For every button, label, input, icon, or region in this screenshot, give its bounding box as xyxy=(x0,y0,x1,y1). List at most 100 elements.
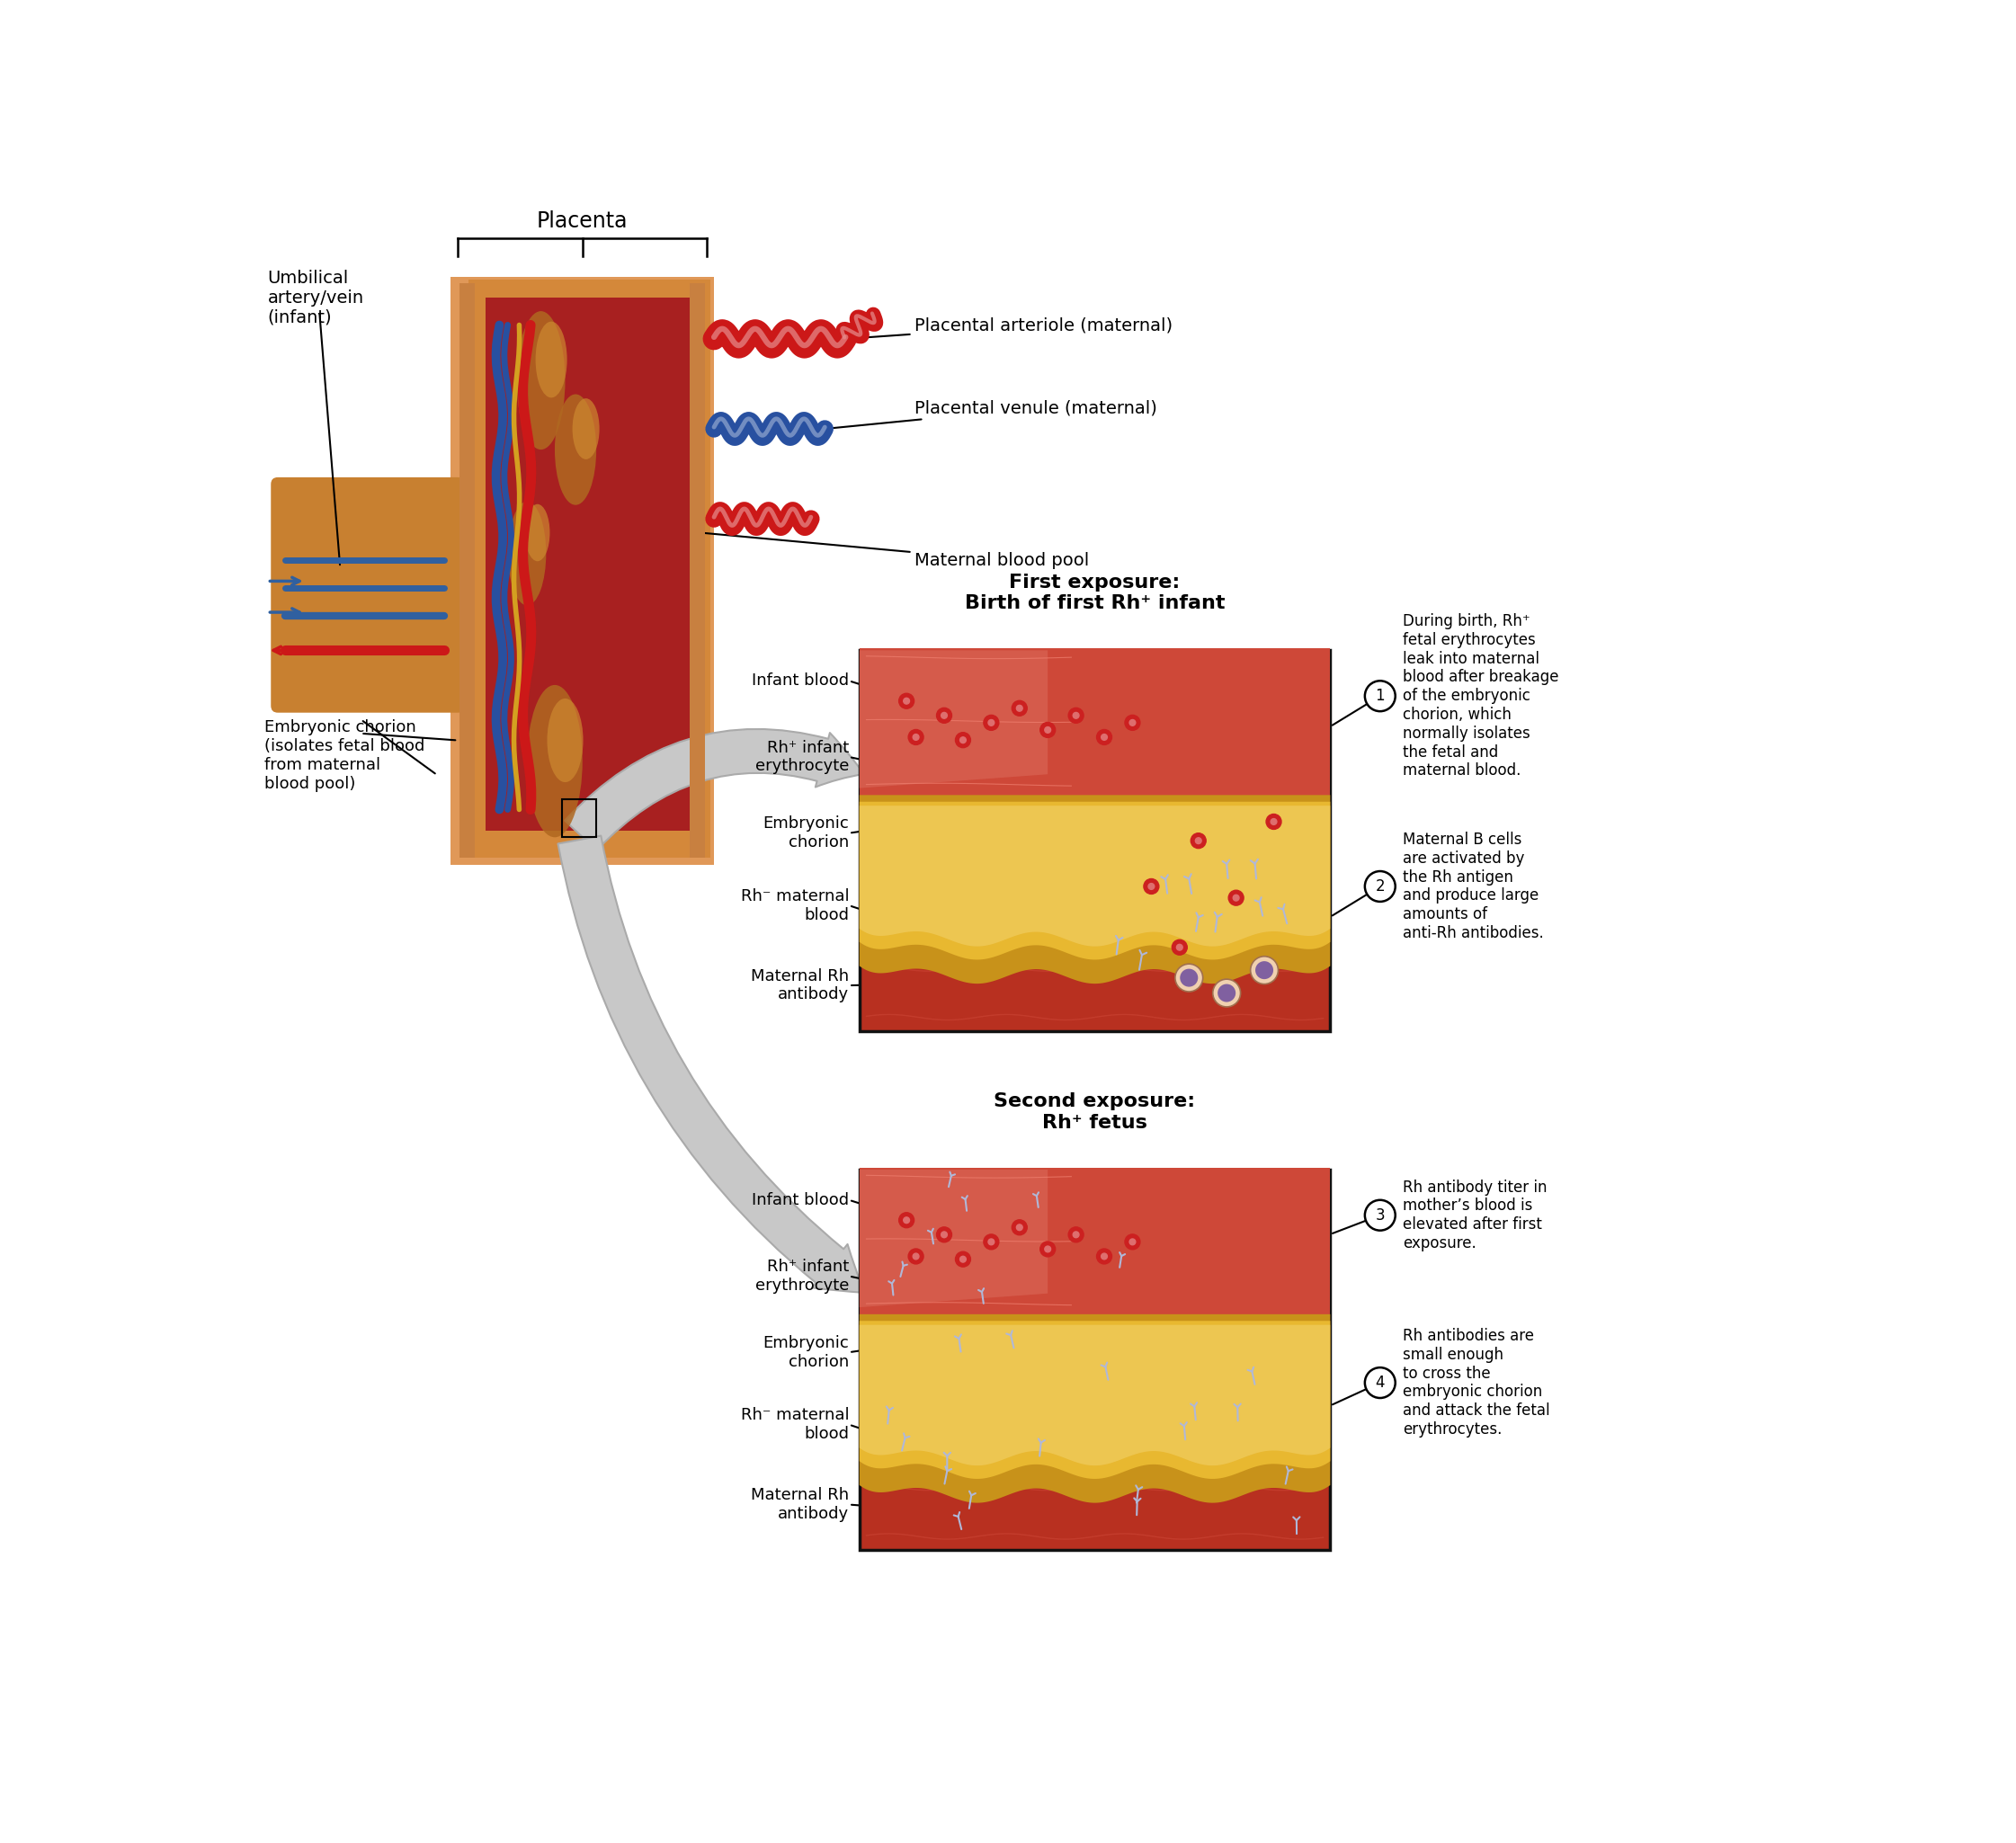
Circle shape xyxy=(1040,722,1054,737)
Circle shape xyxy=(1365,872,1395,901)
FancyArrowPatch shape xyxy=(564,730,865,850)
Circle shape xyxy=(1073,1231,1079,1238)
Circle shape xyxy=(956,732,970,748)
Text: Infant blood: Infant blood xyxy=(752,673,849,689)
Circle shape xyxy=(909,730,923,745)
Polygon shape xyxy=(859,1325,1331,1465)
FancyBboxPatch shape xyxy=(486,297,694,831)
Circle shape xyxy=(937,1227,952,1242)
Text: 3: 3 xyxy=(1375,1207,1385,1224)
Circle shape xyxy=(1177,944,1183,951)
FancyBboxPatch shape xyxy=(859,1170,1331,1272)
Circle shape xyxy=(1365,680,1395,711)
Circle shape xyxy=(1179,969,1198,986)
Text: Placental arteriole (maternal): Placental arteriole (maternal) xyxy=(849,317,1173,339)
Circle shape xyxy=(1068,1227,1085,1242)
Circle shape xyxy=(960,737,966,743)
FancyBboxPatch shape xyxy=(689,284,706,859)
Circle shape xyxy=(1129,1238,1135,1244)
Polygon shape xyxy=(859,651,1048,789)
Circle shape xyxy=(1270,818,1276,824)
FancyBboxPatch shape xyxy=(859,1170,1331,1550)
Text: Placental venule (maternal): Placental venule (maternal) xyxy=(827,400,1157,429)
FancyBboxPatch shape xyxy=(468,280,710,859)
Polygon shape xyxy=(859,1321,1331,1478)
Circle shape xyxy=(1149,883,1155,890)
Text: Second exposure:
Rh⁺ fetus: Second exposure: Rh⁺ fetus xyxy=(994,1093,1195,1132)
Circle shape xyxy=(1044,1246,1050,1251)
Text: 4: 4 xyxy=(1375,1375,1385,1391)
Circle shape xyxy=(956,1251,970,1266)
FancyBboxPatch shape xyxy=(859,1170,1331,1314)
Ellipse shape xyxy=(546,698,583,781)
Circle shape xyxy=(1214,979,1240,1006)
Circle shape xyxy=(1044,726,1050,734)
Circle shape xyxy=(1228,890,1244,905)
Text: Maternal B cells
are activated by
the Rh antigen
and produce large
amounts of
an: Maternal B cells are activated by the Rh… xyxy=(1403,831,1544,942)
Text: Rh antibody titer in
mother’s blood is
elevated after first
exposure.: Rh antibody titer in mother’s blood is e… xyxy=(1403,1180,1546,1251)
Text: Rh⁺ infant
erythrocyte: Rh⁺ infant erythrocyte xyxy=(756,1259,849,1294)
Circle shape xyxy=(1097,730,1113,745)
FancyBboxPatch shape xyxy=(859,651,1331,794)
Circle shape xyxy=(988,719,994,726)
Text: Maternal Rh
antibody: Maternal Rh antibody xyxy=(750,1487,849,1522)
Text: During birth, Rh⁺
fetal erythrocytes
leak into maternal
blood after breakage
of : During birth, Rh⁺ fetal erythrocytes lea… xyxy=(1403,614,1558,780)
Circle shape xyxy=(909,1250,923,1264)
Circle shape xyxy=(1101,1253,1107,1259)
Circle shape xyxy=(1073,713,1079,719)
Ellipse shape xyxy=(526,686,583,837)
Circle shape xyxy=(941,1231,948,1238)
Text: Rh⁺ infant
erythrocyte: Rh⁺ infant erythrocyte xyxy=(756,739,849,774)
Text: Rh antibodies are
small enough
to cross the
embryonic chorion
and attack the fet: Rh antibodies are small enough to cross … xyxy=(1403,1329,1550,1438)
Ellipse shape xyxy=(516,311,564,450)
Ellipse shape xyxy=(554,394,597,505)
Text: Embryonic
chorion: Embryonic chorion xyxy=(762,816,849,851)
Text: Embryonic
chorion: Embryonic chorion xyxy=(762,1334,849,1369)
Circle shape xyxy=(1256,962,1274,979)
Circle shape xyxy=(1250,957,1278,984)
Circle shape xyxy=(1195,839,1202,844)
Polygon shape xyxy=(859,802,1331,960)
Circle shape xyxy=(1101,734,1107,741)
Circle shape xyxy=(988,1238,994,1244)
Circle shape xyxy=(984,715,998,730)
Polygon shape xyxy=(859,794,1331,984)
Text: Maternal Rh
antibody: Maternal Rh antibody xyxy=(750,968,849,1003)
Ellipse shape xyxy=(573,398,599,459)
Circle shape xyxy=(1365,1200,1395,1231)
Circle shape xyxy=(1040,1242,1054,1257)
Text: Placenta: Placenta xyxy=(536,210,629,232)
Circle shape xyxy=(960,1257,966,1262)
Text: Rh⁻ maternal
blood: Rh⁻ maternal blood xyxy=(740,1408,849,1441)
Circle shape xyxy=(1218,984,1236,1003)
Circle shape xyxy=(1097,1250,1113,1264)
Text: 2: 2 xyxy=(1375,879,1385,894)
Text: Embryonic chorion
(isolates fetal blood
from maternal
blood pool): Embryonic chorion (isolates fetal blood … xyxy=(264,719,423,792)
Text: Infant blood: Infant blood xyxy=(752,1192,849,1209)
Circle shape xyxy=(1125,715,1141,730)
Circle shape xyxy=(1012,1220,1026,1235)
FancyBboxPatch shape xyxy=(270,477,466,713)
Circle shape xyxy=(1016,1224,1022,1231)
FancyBboxPatch shape xyxy=(859,651,1331,752)
Circle shape xyxy=(903,698,909,704)
FancyBboxPatch shape xyxy=(452,276,714,864)
FancyBboxPatch shape xyxy=(460,284,474,859)
FancyArrowPatch shape xyxy=(558,835,865,1292)
Circle shape xyxy=(1012,700,1026,715)
FancyBboxPatch shape xyxy=(859,1167,1331,1316)
Ellipse shape xyxy=(536,321,566,398)
Circle shape xyxy=(903,1216,909,1224)
Circle shape xyxy=(1129,719,1135,726)
Text: Rh⁻ maternal
blood: Rh⁻ maternal blood xyxy=(740,888,849,923)
Ellipse shape xyxy=(524,505,550,562)
FancyBboxPatch shape xyxy=(859,651,1331,1030)
Circle shape xyxy=(1191,833,1206,848)
Circle shape xyxy=(1125,1235,1141,1250)
Circle shape xyxy=(899,1213,913,1227)
Circle shape xyxy=(1171,940,1187,955)
FancyBboxPatch shape xyxy=(859,649,1331,796)
Circle shape xyxy=(1143,879,1159,894)
Polygon shape xyxy=(859,1170,1048,1307)
Circle shape xyxy=(1016,706,1022,711)
